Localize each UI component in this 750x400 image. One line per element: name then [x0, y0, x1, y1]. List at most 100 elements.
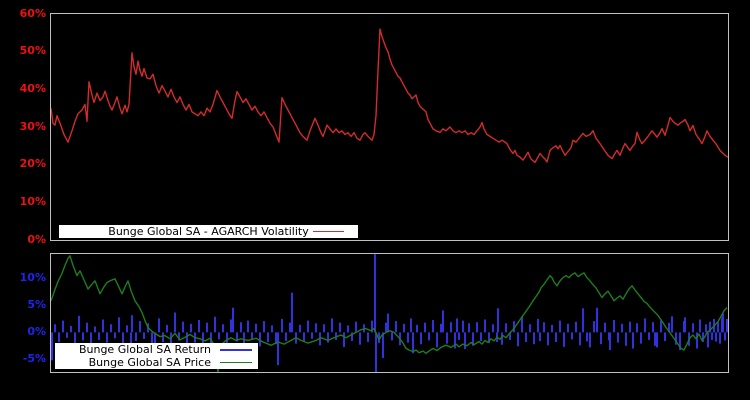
return-bar — [416, 324, 418, 333]
volatility-legend-label: Bunge Global SA - AGARCH Volatility — [108, 225, 309, 238]
return-bar — [671, 316, 673, 333]
return-bar — [70, 325, 72, 333]
return-bar — [94, 326, 96, 333]
return-bar — [450, 322, 452, 333]
return-bar — [375, 332, 377, 372]
return-bar — [378, 332, 380, 344]
return-bar — [263, 321, 265, 333]
return-bar — [420, 332, 422, 345]
return-line-sample-icon — [220, 348, 252, 351]
return-bar — [579, 332, 581, 346]
return-bar — [118, 317, 120, 333]
return-bar — [456, 318, 458, 333]
return-bar — [82, 332, 84, 341]
return-bar — [190, 323, 192, 333]
return-bar — [547, 332, 549, 346]
return-bar — [543, 322, 545, 333]
return-bar — [640, 332, 642, 344]
return-bar — [492, 324, 494, 333]
return-bar — [299, 324, 301, 333]
return-bar — [374, 254, 376, 333]
return-bar — [684, 317, 686, 333]
return-bar — [387, 313, 389, 333]
return-bar — [428, 332, 430, 341]
return-bar — [533, 332, 535, 345]
return-legend-row: Bunge Global SA Return — [55, 343, 258, 356]
return-bar — [715, 332, 717, 342]
return-bar — [162, 332, 164, 342]
return-bar — [327, 332, 329, 343]
return-bar — [436, 332, 438, 348]
return-bar — [126, 325, 128, 333]
return-bar — [711, 332, 713, 340]
return-bar — [567, 323, 569, 333]
return-bar — [385, 322, 387, 333]
return-bar — [654, 332, 656, 346]
return-bar — [311, 332, 313, 339]
return-bar — [315, 323, 317, 333]
y-tick-label: 20% — [19, 157, 46, 171]
return-bar — [551, 324, 553, 333]
return-bar — [555, 332, 557, 342]
return-bar — [571, 332, 573, 340]
return-bar — [323, 324, 325, 333]
return-bar — [86, 322, 88, 333]
return-bar — [135, 332, 137, 341]
return-bar — [705, 324, 707, 333]
return-bar — [151, 332, 153, 346]
return-bar — [656, 332, 658, 348]
return-bar — [281, 319, 283, 333]
y-tick-label: -5% — [22, 351, 46, 365]
return-bar — [255, 323, 257, 333]
return-bar — [617, 332, 619, 343]
return-bar — [462, 320, 464, 333]
return-bar — [114, 332, 116, 339]
y-tick-label: 5% — [27, 298, 46, 312]
return-bar — [446, 332, 448, 344]
return-bar — [110, 324, 112, 333]
return-bar — [66, 332, 68, 338]
return-bar — [412, 332, 414, 354]
return-bar — [664, 332, 666, 341]
return-bar — [267, 332, 269, 342]
return-bar — [707, 332, 709, 348]
price-legend-row: Bunge Global SA Price — [55, 356, 258, 369]
return-bar — [202, 332, 204, 350]
return-bar — [559, 320, 561, 333]
return-bar — [432, 320, 434, 333]
return-bar — [505, 323, 507, 333]
return-bar — [90, 332, 92, 347]
return-bar — [58, 332, 60, 342]
return-bar — [122, 332, 124, 345]
return-bar — [214, 316, 216, 333]
return-bar — [226, 332, 228, 344]
y-tick-label: 40% — [19, 81, 46, 95]
return-bar — [696, 332, 698, 349]
return-bar — [275, 332, 277, 345]
return-bar — [232, 307, 234, 333]
return-bar — [271, 325, 273, 333]
price-line-sample-icon — [220, 362, 252, 363]
volatility-panel: Bunge Global SA - AGARCH Volatility — [50, 13, 729, 241]
y-tick-label: 0% — [27, 232, 46, 246]
return-bar — [539, 332, 541, 341]
return-bar — [78, 315, 80, 333]
return-bar — [363, 324, 365, 333]
return-bar — [347, 325, 349, 333]
return-bar — [131, 315, 133, 333]
return-bar — [371, 320, 373, 333]
return-bar — [382, 332, 384, 359]
return-bar — [424, 322, 426, 333]
return-bar — [186, 332, 188, 348]
return-bar — [391, 332, 393, 341]
return-bar — [158, 318, 160, 333]
return-bar — [359, 332, 361, 345]
return-bar — [629, 321, 631, 333]
return-bar — [484, 319, 486, 333]
return-bar — [644, 318, 646, 333]
return-bar — [154, 332, 156, 351]
return-bar — [675, 332, 677, 345]
return-bar — [289, 322, 291, 333]
return-bar — [517, 332, 519, 347]
